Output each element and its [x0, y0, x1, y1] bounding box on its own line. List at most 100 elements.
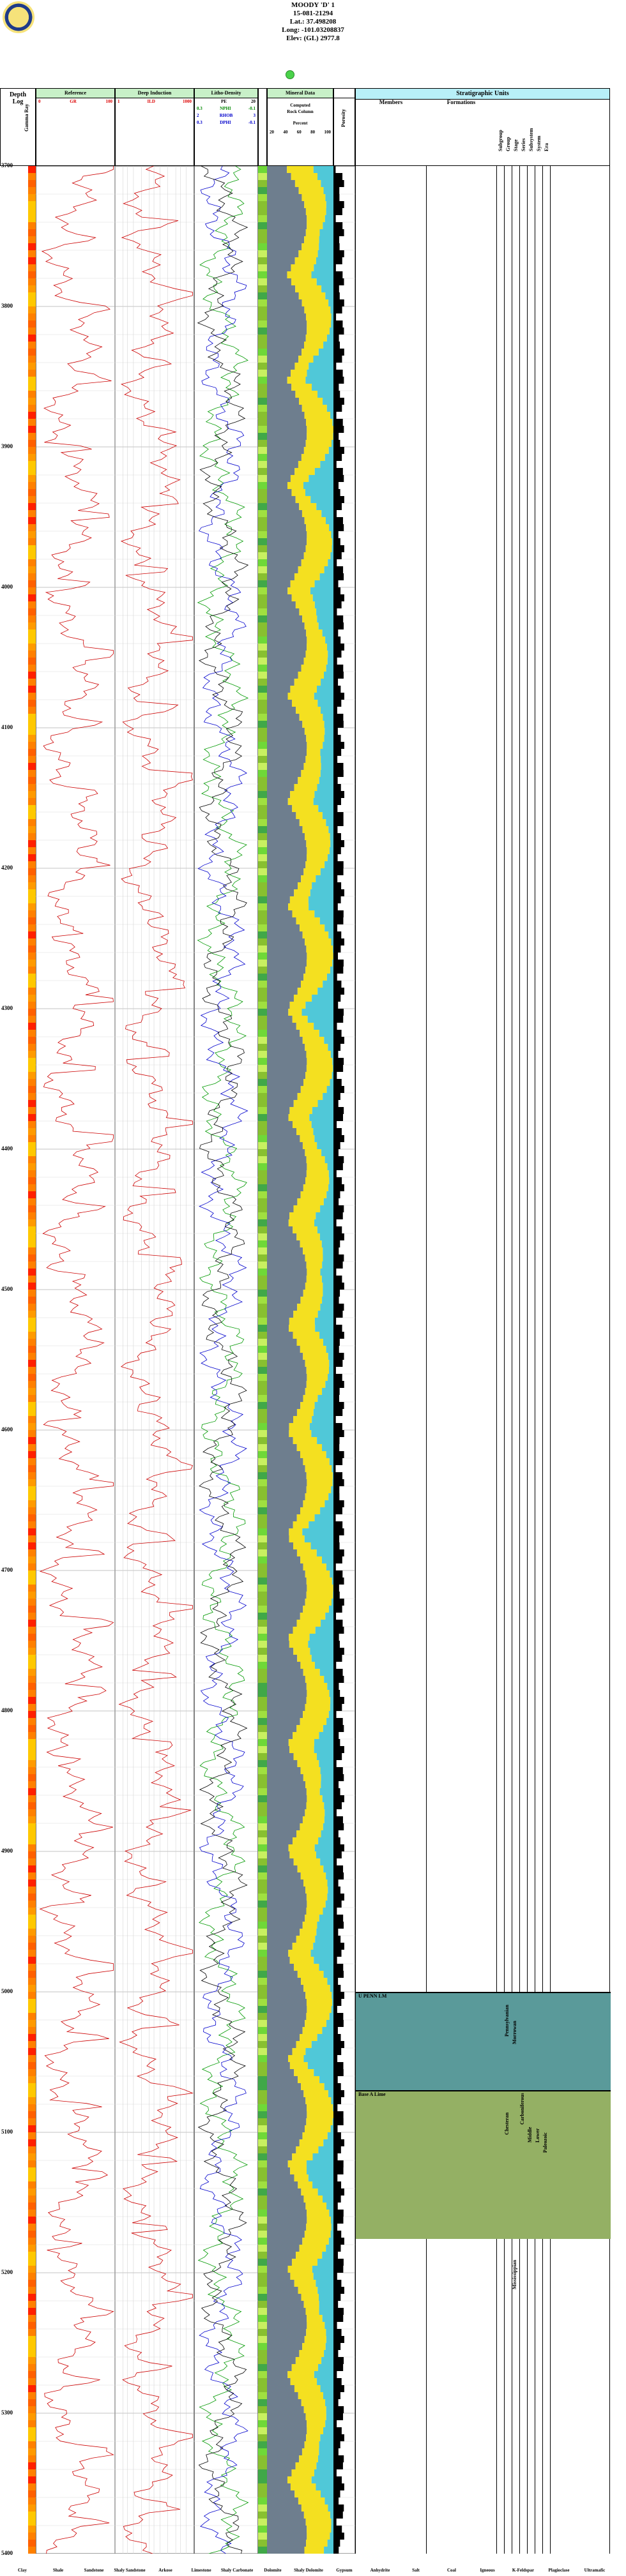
- mineral-sand: [303, 2090, 328, 2097]
- mineral-carb: [330, 306, 333, 313]
- mineral-shale: [267, 960, 307, 967]
- mineral-sand: [292, 1837, 319, 1844]
- mineral-carb: [311, 2041, 333, 2048]
- gr-color-band: [28, 580, 36, 587]
- mineral-carb: [319, 229, 333, 236]
- mineral-shale: [267, 882, 298, 889]
- depth-label: 4600: [1, 1426, 13, 1433]
- mineral-shale: [267, 1212, 290, 1219]
- porosity-bar: [333, 2469, 337, 2476]
- legend-item: Shaly Sandstone: [114, 2568, 146, 2573]
- lith-cell: [258, 1086, 267, 1093]
- porosity-bar: [333, 173, 343, 180]
- mineral-shale: [267, 1725, 297, 1732]
- porosity-bar: [333, 636, 341, 644]
- mineral-carb: [330, 2231, 333, 2238]
- lith-cell: [258, 510, 267, 517]
- mineral-carb: [329, 2013, 333, 2020]
- lith-cell: [258, 819, 267, 826]
- porosity-bar: [333, 1290, 340, 1297]
- gr-color-band: [28, 2139, 36, 2146]
- mineral-shale: [267, 784, 294, 791]
- porosity-bar: [333, 938, 344, 945]
- porosity-bar: [333, 2083, 341, 2090]
- lith-cell: [258, 1739, 267, 1746]
- mineral-shale: [267, 559, 302, 566]
- legend-item: Salt: [412, 2568, 420, 2573]
- mineral-carb: [323, 1339, 333, 1346]
- porosity-bar: [333, 2203, 338, 2210]
- mineral-carb: [332, 545, 333, 552]
- gr-color-band: [28, 1879, 36, 1887]
- mineral-carb: [319, 777, 333, 784]
- lith-cell: [258, 2041, 267, 2048]
- gr-color-band: [28, 433, 36, 440]
- mineral-sand: [296, 1128, 314, 1135]
- lith-cell: [258, 615, 267, 622]
- gr-color-band: [28, 2385, 36, 2392]
- porosity-bar: [333, 2210, 344, 2217]
- gr-color-band: [28, 1262, 36, 1269]
- mineral-sand: [306, 960, 333, 967]
- mineral-carb: [329, 1177, 333, 1184]
- porosity-bar: [333, 1283, 344, 1290]
- lith-cell: [258, 2203, 267, 2210]
- gr-color-band: [28, 1444, 36, 1451]
- gr-color-band: [28, 573, 36, 580]
- mineral-sand: [287, 693, 314, 700]
- mineral-sand: [300, 2034, 317, 2041]
- porosity-bar: [333, 1669, 343, 1676]
- gr-color-band: [28, 1458, 36, 1465]
- gr-color-band: [28, 2203, 36, 2210]
- legend-item: Arkose: [158, 2568, 172, 2573]
- mineral-shale: [267, 805, 293, 812]
- litho-row-l: 2: [197, 113, 199, 118]
- mineral-carb: [317, 1395, 333, 1402]
- mineral-sand: [307, 1269, 321, 1276]
- mineral-carb: [318, 2146, 333, 2153]
- mineral-carb: [313, 1409, 333, 1416]
- mineral-carb: [314, 601, 333, 608]
- lith-cell: [258, 1844, 267, 1851]
- mineral-sand: [306, 1051, 331, 1058]
- mineral-sand: [300, 1191, 327, 1198]
- lith-cell: [258, 1269, 267, 1276]
- porosity-bar: [333, 2062, 344, 2069]
- lith-cell: [258, 2427, 267, 2434]
- mineral-shale: [267, 2427, 307, 2434]
- porosity-bar: [333, 1395, 339, 1402]
- porosity-bar: [333, 974, 337, 981]
- mineral-shale: [267, 1830, 297, 1837]
- porosity-bar: [333, 1254, 344, 1262]
- mineral-shale: [267, 1929, 300, 1936]
- porosity-bar: [333, 166, 336, 173]
- lith-cell: [258, 1381, 267, 1388]
- mineral-sand: [300, 1451, 326, 1458]
- mineral-sand: [305, 2308, 319, 2315]
- mineral-carb: [324, 924, 333, 931]
- mineral-sand: [307, 2526, 332, 2533]
- gr-color-band: [28, 222, 36, 229]
- mineral-sand: [289, 1430, 312, 1437]
- gr-color-band: [28, 1353, 36, 1360]
- gr-color-band: [28, 2469, 36, 2476]
- lith-cell: [258, 2139, 267, 2146]
- mineral-sand: [306, 1486, 332, 1493]
- porosity-bar: [333, 1072, 337, 1079]
- mineral-sand: [305, 938, 332, 945]
- mineral-sand: [288, 1009, 302, 1016]
- mineral-shale: [267, 587, 288, 594]
- porosity-bar: [333, 798, 341, 805]
- strat-units-header: Stratigraphic Units Members Formations S…: [355, 88, 610, 166]
- mineral-shale: [267, 419, 307, 426]
- mineral-sand: [294, 889, 310, 896]
- mineral-sand: [297, 1198, 324, 1205]
- lith-cell: [258, 953, 267, 960]
- percent-tick: 20: [270, 130, 274, 135]
- porosity-bar: [333, 2448, 339, 2455]
- mineral-shale: [267, 264, 291, 271]
- porosity-bar: [333, 580, 339, 587]
- mineral-shale: [267, 2350, 300, 2357]
- strat-col-label: Subsystem: [528, 128, 534, 151]
- resistivity-track-header: Deep Induction 1 ILD 1000: [115, 88, 194, 166]
